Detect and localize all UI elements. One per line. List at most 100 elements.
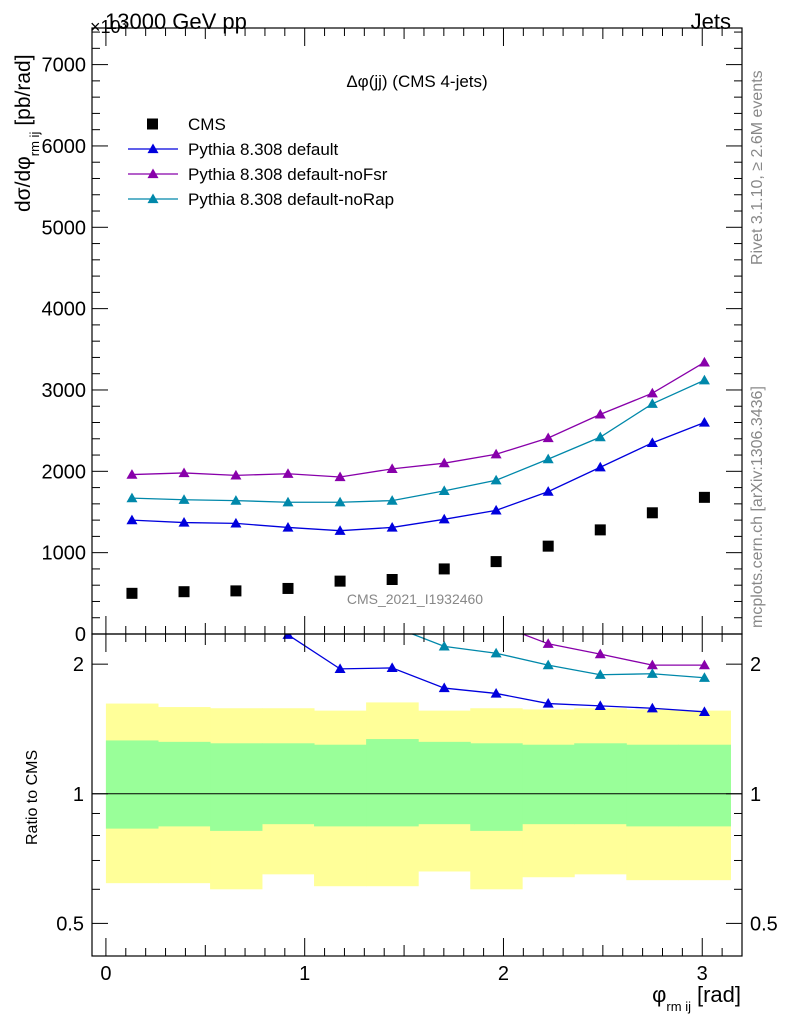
- ratio-3-point: [542, 659, 554, 670]
- ratio-y-tick-label: 0.5: [56, 913, 84, 935]
- legend: CMS Pythia 8.308 default Pythia 8.308 defa…: [128, 115, 394, 209]
- series-1-point: [698, 417, 710, 427]
- ratio-2-point: [179, 538, 190, 548]
- inner-band-bin: [157, 741, 211, 827]
- ratio-2-point: [698, 659, 710, 670]
- series-2-point: [126, 469, 138, 479]
- inner-band-bin: [314, 744, 367, 827]
- series-3-point: [438, 485, 450, 495]
- axes: 0 1000 2000 3000 4000 5000 6000 7000 0.5 0.5 1 1 2 2 0…: [42, 27, 778, 985]
- ratio-3-point: [387, 621, 398, 631]
- legend-label: CMS: [188, 115, 226, 134]
- ratio-1-point: [646, 702, 658, 713]
- ratio-1-point: [334, 663, 346, 674]
- series-1-point: [438, 513, 450, 524]
- ratio-frame: [91, 633, 743, 957]
- ratio-3-point: [438, 640, 450, 651]
- cms-data-point: [334, 575, 346, 587]
- cms-data-point: [282, 582, 294, 594]
- cms-data-point: [490, 556, 502, 568]
- x-tick-label: 1: [299, 963, 310, 985]
- cms-data-point: [542, 540, 554, 552]
- ratio-3-point: [335, 618, 346, 628]
- ratio-1-point: [386, 662, 398, 673]
- ratio-1-point: [542, 698, 554, 708]
- legend-item: Pythia 8.308 default-noFsr: [128, 165, 388, 184]
- svg-text:dσ/dφrm ij[pb/rad]: dσ/dφrm ij[pb/rad]: [12, 54, 42, 212]
- ratio-y-axis-label: Ratio to CMS: [24, 750, 41, 845]
- series-2-point: [646, 387, 658, 398]
- legend-item: Pythia 8.308 default-noRap: [128, 190, 394, 209]
- series-3-point: [646, 398, 658, 408]
- x-tick-label: 3: [697, 963, 708, 985]
- series-2-point: [490, 448, 502, 459]
- y-tick-label: 3000: [42, 380, 87, 402]
- plot-title: Δφ(jj) (CMS 4-jets): [346, 72, 487, 91]
- category-label: Jets: [691, 9, 731, 34]
- x-tick-label: 0: [100, 963, 111, 985]
- legend-label: Pythia 8.308 default-noFsr: [188, 165, 388, 184]
- series-2-point: [282, 468, 294, 478]
- cms-data-point: [594, 524, 606, 536]
- ratio-line-3: [410, 634, 705, 679]
- ratio-1-point: [490, 687, 502, 698]
- ratio-2-point: [282, 553, 293, 563]
- series-3-point: [126, 492, 138, 503]
- legend-item: CMS: [147, 115, 226, 134]
- series-3-point: [386, 495, 398, 505]
- series-2-point: [542, 432, 554, 443]
- ratio-line-1: [283, 634, 705, 713]
- series-3-point: [178, 494, 190, 504]
- series-3-point: [230, 495, 242, 505]
- inner-band-bin: [522, 744, 575, 825]
- mcplots-info: mcplots.cern.ch [arXiv:1306.3436]: [749, 386, 766, 628]
- legend-marker-triangle: [147, 143, 159, 154]
- series-1-point: [178, 517, 190, 527]
- ratio-3-point: [490, 647, 502, 658]
- series-1-point: [594, 461, 606, 472]
- series-3-point: [282, 496, 294, 507]
- series-2-point: [386, 463, 398, 474]
- ratio-2-point: [230, 545, 241, 555]
- series-3-point: [594, 431, 606, 442]
- legend-label: Pythia 8.308 default: [188, 140, 339, 159]
- ratio-1-point: [594, 700, 606, 711]
- y-tick-label: 5000: [42, 217, 87, 239]
- y-tick-label: 4000: [42, 299, 87, 321]
- series-2-point: [230, 469, 242, 480]
- ratio-y-tick-label: 1: [73, 784, 84, 806]
- ratio-y-tick-label-right: 2: [750, 654, 761, 676]
- inner-band-bin: [678, 744, 731, 827]
- series-1-point: [646, 437, 658, 447]
- series-3-point: [542, 453, 554, 464]
- series-1-point: [490, 504, 502, 515]
- ratio-3-point: [698, 672, 710, 682]
- x-axis-label: φrm ij [rad]: [652, 982, 741, 1014]
- legend-marker-triangle: [147, 168, 159, 179]
- inner-band-bin: [470, 743, 523, 831]
- cms-data-point: [230, 585, 242, 597]
- series-3-point: [490, 474, 502, 485]
- ratio-2-point: [542, 638, 554, 648]
- series-line-2: [131, 361, 705, 478]
- inner-band-bin: [105, 740, 159, 829]
- series-2-point: [334, 471, 346, 482]
- series-3-point: [698, 374, 710, 385]
- ratio-bands: [92, 702, 742, 890]
- rivet-info: Rivet 3.1.10, ≥ 2.6M events: [749, 70, 766, 265]
- inner-band-bin: [574, 743, 627, 825]
- series-line-1: [131, 421, 705, 532]
- cms-data-point: [386, 574, 398, 586]
- legend-label: Pythia 8.308 default-noRap: [188, 190, 394, 209]
- series-2-point: [698, 356, 710, 367]
- legend-item: Pythia 8.308 default: [128, 140, 339, 159]
- series-1-point: [386, 521, 398, 532]
- ratio-2-point: [646, 659, 658, 670]
- watermark: CMS_2021_I1932460: [347, 591, 483, 607]
- ratio-2-point: [594, 648, 606, 659]
- ratio-y-tick-label-right: 0.5: [750, 913, 778, 935]
- ratio-y-tick-label-right: 1: [750, 784, 761, 806]
- y-tick-label: 7000: [42, 55, 87, 77]
- ratio-series: [179, 538, 710, 716]
